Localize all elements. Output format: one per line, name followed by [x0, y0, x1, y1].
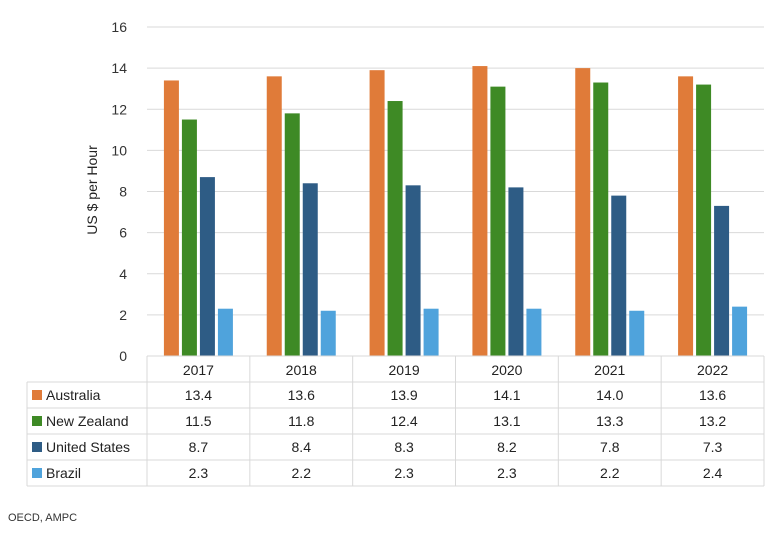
- y-axis-ticks: 0 2 4 6 8 10 12 14 16: [111, 19, 127, 364]
- data-label: 2.3: [394, 465, 414, 481]
- y-tick-label: 4: [119, 266, 127, 282]
- x-category-label: 2022: [697, 362, 728, 378]
- bar-australia-2021: [575, 68, 591, 356]
- data-label: 8.2: [497, 439, 517, 455]
- legend-label: Brazil: [46, 465, 81, 481]
- x-category-label: 2018: [286, 362, 317, 378]
- bar-new-zealand-2021: [593, 82, 609, 357]
- bar-brazil-2022: [732, 306, 748, 356]
- bar-new-zealand-2017: [181, 119, 197, 356]
- legend-label: Australia: [46, 387, 101, 403]
- bar-australia-2017: [163, 80, 179, 357]
- legend-swatch: [32, 442, 42, 452]
- data-label: 2.3: [189, 465, 209, 481]
- data-label: 13.1: [493, 413, 520, 429]
- data-label: 2.2: [292, 465, 312, 481]
- data-label: 11.8: [288, 413, 314, 429]
- data-label: 12.4: [390, 413, 417, 429]
- bar-united-states-2021: [611, 195, 627, 356]
- x-category-label: 2017: [183, 362, 214, 378]
- data-label: 2.3: [497, 465, 517, 481]
- bar-chart: 0 2 4 6 8 10 12 14 16 US $ per Hour 2017 2018 2019…: [26, 19, 765, 487]
- bar-new-zealand-2019: [387, 101, 403, 357]
- data-table: 2017 2018 2019 2020 2021 2022 Australia 13.4 13.…: [26, 355, 765, 487]
- bar-new-zealand-2022: [696, 84, 712, 356]
- bar-brazil-2019: [423, 308, 439, 356]
- bar-australia-2020: [472, 66, 488, 356]
- x-category-label: 2021: [594, 362, 625, 378]
- y-tick-label: 12: [111, 101, 127, 117]
- x-category-label: 2019: [389, 362, 420, 378]
- bar-brazil-2017: [217, 308, 233, 356]
- x-category-label: 2020: [491, 362, 522, 378]
- data-label: 13.9: [390, 387, 417, 403]
- legend-swatch: [32, 468, 42, 478]
- bar-brazil-2021: [629, 310, 645, 356]
- data-label: 7.3: [703, 439, 723, 455]
- data-label: 7.8: [600, 439, 620, 455]
- bar-united-states-2022: [714, 205, 730, 356]
- y-tick-label: 0: [119, 348, 127, 364]
- bar-new-zealand-2020: [490, 86, 506, 356]
- y-tick-label: 14: [111, 60, 127, 76]
- legend-label: New Zealand: [46, 413, 129, 429]
- data-label: 8.7: [189, 439, 209, 455]
- y-tick-label: 16: [111, 19, 127, 35]
- data-label: 2.4: [703, 465, 723, 481]
- data-label: 14.0: [596, 387, 623, 403]
- legend-swatch: [32, 416, 42, 426]
- y-tick-label: 6: [119, 225, 127, 241]
- bar-new-zealand-2018: [284, 113, 300, 356]
- bar-australia-2022: [678, 76, 694, 356]
- y-tick-label: 2: [119, 307, 127, 323]
- bar-australia-2019: [369, 70, 385, 357]
- data-label: 13.6: [699, 387, 726, 403]
- bar-brazil-2018: [320, 310, 336, 356]
- y-tick-label: 8: [119, 184, 127, 200]
- source-note: OECD, AMPC: [8, 512, 78, 524]
- data-label: 14.1: [493, 387, 520, 403]
- legend-label: United States: [46, 439, 130, 455]
- data-label: 13.2: [699, 413, 726, 429]
- data-label: 11.5: [185, 413, 211, 429]
- data-label: 8.4: [292, 439, 312, 455]
- y-axis-label: US $ per Hour: [84, 145, 100, 235]
- y-tick-label: 10: [111, 142, 127, 158]
- data-label: 13.6: [288, 387, 315, 403]
- bar-australia-2018: [266, 76, 282, 356]
- data-label: 13.4: [185, 387, 212, 403]
- data-label: 2.2: [600, 465, 620, 481]
- data-label: 13.3: [596, 413, 623, 429]
- legend-swatch: [32, 390, 42, 400]
- bars: [163, 66, 748, 357]
- gridlines: [147, 26, 764, 357]
- bar-united-states-2020: [508, 187, 524, 356]
- data-label: 8.3: [394, 439, 414, 455]
- bar-brazil-2020: [526, 308, 542, 356]
- bar-united-states-2017: [199, 177, 215, 356]
- bar-united-states-2019: [405, 185, 421, 356]
- bar-united-states-2018: [302, 183, 318, 356]
